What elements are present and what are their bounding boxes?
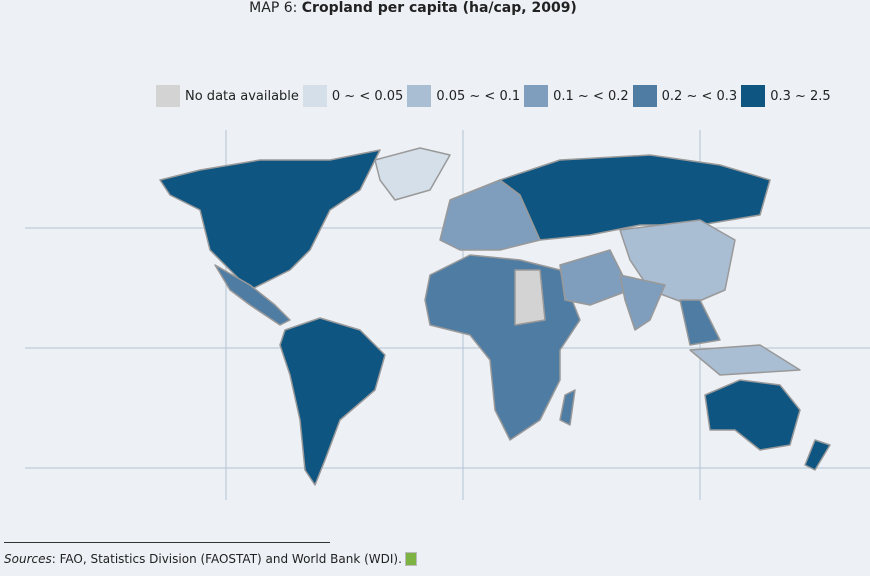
southeast-asia	[679, 299, 721, 346]
legend-item: 0.1 ~ < 0.2	[524, 85, 629, 107]
australia	[704, 379, 801, 451]
new-zealand	[804, 439, 831, 471]
south-america	[279, 317, 386, 486]
footnote-rule	[4, 542, 330, 543]
regions	[159, 147, 831, 486]
india	[619, 274, 666, 331]
legend-label: 0.2 ~ < 0.3	[661, 88, 738, 104]
middle-east	[559, 249, 631, 306]
legend-swatch	[156, 85, 180, 107]
title-prefix: MAP 6:	[249, 0, 302, 16]
russia	[499, 154, 771, 241]
legend-item: 0.2 ~ < 0.3	[632, 85, 738, 107]
download-icon[interactable]	[404, 552, 417, 566]
legend-swatch	[632, 85, 657, 107]
sudan	[514, 269, 546, 326]
legend-label: 0 ~ < 0.05	[331, 88, 404, 104]
legend: No data available 0 ~ < 0.05 0.05 ~ < 0.1 0…	[156, 85, 835, 107]
source-label: Sources	[4, 552, 52, 566]
legend-label: 0.1 ~ < 0.2	[553, 88, 629, 104]
legend-swatch	[524, 85, 549, 107]
legend-swatch	[407, 85, 432, 107]
legend-item: 0.05 ~ < 0.1	[407, 85, 520, 107]
legend-item: 0.3 ~ 2.5	[741, 85, 831, 107]
legend-swatch	[741, 85, 766, 107]
legend-swatch	[302, 85, 327, 107]
source-note: Sources: FAO, Statistics Division (FAOST…	[4, 552, 417, 566]
map-title: MAP 6: Cropland per capita (ha/cap, 2009…	[0, 0, 826, 16]
title-main: Cropland per capita (ha/cap, 2009)	[301, 0, 577, 16]
source-text: : FAO, Statistics Division (FAOSTAT) and…	[51, 552, 402, 566]
central-america	[214, 264, 291, 326]
legend-label: 0.05 ~ < 0.1	[436, 88, 521, 104]
legend-label: 0.3 ~ 2.5	[770, 88, 831, 104]
greenland	[374, 147, 451, 201]
world-map	[25, 130, 870, 500]
indonesia	[689, 344, 801, 376]
legend-label: No data available	[185, 88, 299, 104]
madagascar	[559, 389, 576, 426]
legend-item: No data available	[156, 85, 299, 107]
legend-item: 0 ~ < 0.05	[302, 85, 404, 107]
north-america	[159, 149, 381, 291]
